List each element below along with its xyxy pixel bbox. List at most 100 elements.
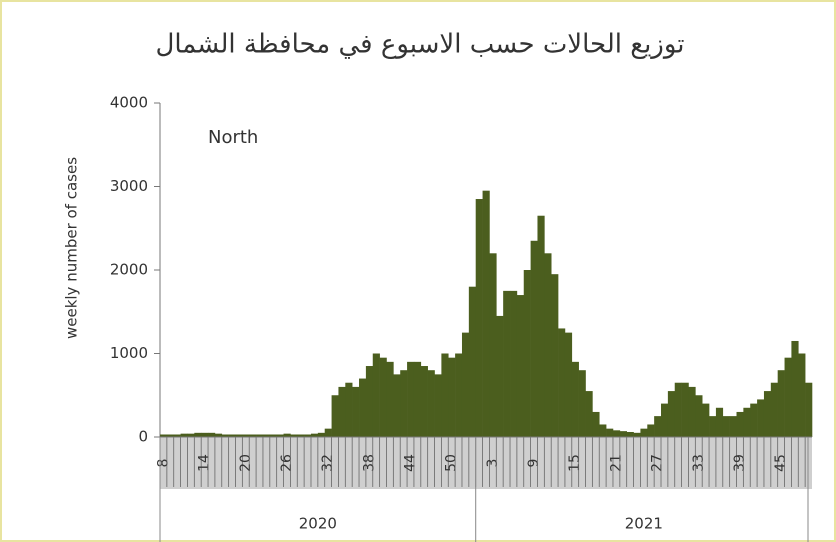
- y-tick-label: 0: [138, 428, 148, 446]
- bar: [262, 434, 271, 437]
- x-label-band: [160, 437, 812, 489]
- bar: [777, 370, 785, 437]
- year-label: 2020: [299, 515, 337, 533]
- bar: [386, 361, 394, 437]
- bar: [503, 290, 511, 437]
- chart-title: توزيع الحالات حسب الاسبوع في محافظة الشم…: [155, 30, 684, 60]
- bar: [214, 433, 223, 437]
- bar: [647, 424, 655, 437]
- bar: [317, 432, 326, 437]
- bar: [743, 407, 751, 437]
- x-tick-label: 26: [279, 454, 295, 472]
- bar: [688, 386, 696, 437]
- bar: [173, 434, 181, 437]
- bar: [448, 357, 456, 437]
- bar: [180, 433, 188, 437]
- bar: [290, 434, 298, 437]
- bar: [729, 416, 737, 437]
- x-tick-label: 20: [238, 454, 254, 472]
- bar: [468, 286, 477, 437]
- bar: [592, 411, 600, 437]
- bar: [516, 295, 525, 437]
- bar: [612, 430, 621, 437]
- bar: [297, 434, 305, 437]
- x-tick-label: 39: [732, 454, 748, 472]
- bar: [571, 361, 579, 437]
- bar: [235, 434, 243, 437]
- bar: [434, 374, 442, 437]
- bar: [750, 403, 758, 437]
- bar: [461, 332, 470, 437]
- bar: [702, 403, 710, 437]
- bar: [400, 370, 408, 437]
- bar: [208, 432, 216, 437]
- bar: [763, 391, 772, 437]
- bar: [695, 395, 703, 437]
- x-tick-label: 50: [444, 454, 460, 472]
- x-tick-label: 38: [361, 454, 377, 472]
- x-tick-label: 8: [155, 459, 171, 468]
- bar: [757, 399, 765, 437]
- bar: [798, 353, 806, 437]
- bar: [606, 428, 614, 437]
- y-tick-label: 3000: [110, 177, 148, 195]
- bar: [661, 403, 669, 437]
- bar: [269, 434, 277, 437]
- x-tick-label: 45: [773, 454, 789, 472]
- x-tick-label: 21: [608, 454, 624, 472]
- bar: [523, 270, 531, 437]
- y-tick-label: 4000: [110, 94, 148, 112]
- bar: [331, 395, 339, 437]
- bar: [640, 428, 648, 437]
- bar: [407, 361, 415, 437]
- bar: [736, 411, 744, 437]
- bar: [770, 382, 778, 437]
- bar: [228, 434, 236, 437]
- bar: [187, 433, 195, 437]
- bar: [221, 434, 229, 437]
- bar: [558, 328, 566, 437]
- bar: [352, 386, 360, 437]
- bar: [420, 366, 428, 437]
- bar: [585, 391, 593, 437]
- bar: [510, 290, 518, 437]
- bar: [530, 240, 538, 437]
- bar: [537, 215, 545, 437]
- bar: [654, 416, 662, 437]
- bar: [345, 382, 353, 437]
- x-tick-label: 33: [691, 454, 707, 472]
- bar: [784, 357, 792, 437]
- bar: [805, 382, 813, 437]
- bar: [441, 353, 449, 437]
- bar: [551, 274, 559, 437]
- x-tick-label: 15: [567, 454, 583, 472]
- x-tick-label: 32: [320, 454, 336, 472]
- bar: [283, 433, 291, 437]
- bar: [413, 361, 422, 437]
- bar: [674, 382, 682, 437]
- bar: [427, 370, 435, 437]
- y-tick-label: 1000: [110, 344, 148, 362]
- bar: [324, 428, 332, 437]
- bar: [791, 340, 799, 437]
- x-tick-label: 44: [403, 454, 419, 472]
- bar: [249, 434, 257, 437]
- bar: [359, 378, 367, 437]
- x-tick-label: 3: [485, 459, 501, 468]
- bar: [379, 357, 387, 437]
- bar: [599, 424, 607, 437]
- bar: [166, 434, 175, 437]
- bar: [667, 391, 676, 437]
- x-tick-label: 14: [197, 454, 213, 472]
- bar: [626, 431, 634, 437]
- bar: [715, 407, 724, 437]
- bar: [310, 433, 319, 437]
- bar: [564, 332, 573, 437]
- bar: [722, 416, 730, 437]
- bar: [578, 370, 586, 437]
- bar: [338, 386, 346, 437]
- year-label: 2021: [625, 515, 663, 533]
- bar: [482, 190, 490, 437]
